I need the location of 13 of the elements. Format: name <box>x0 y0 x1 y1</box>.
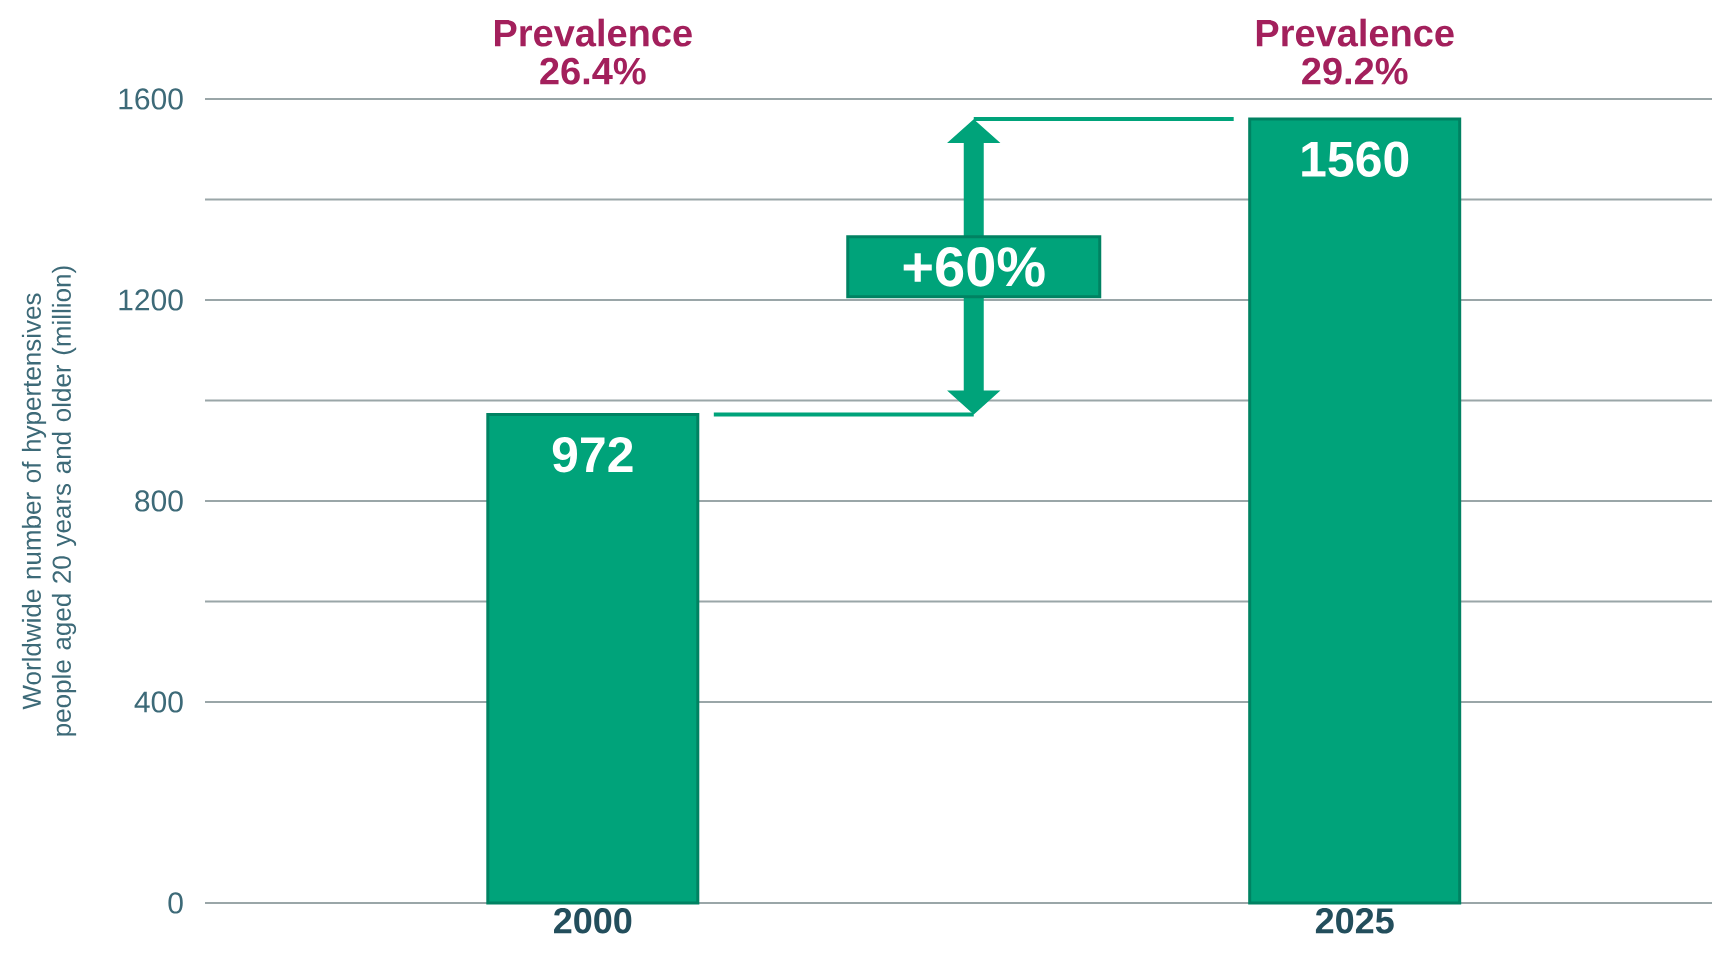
x-tick-label: 2000 <box>554 908 632 934</box>
y-tick-label: 0 <box>168 892 183 914</box>
text: Prevalence 29.2% <box>1256 18 1454 85</box>
y-tick-label: 400 <box>134 691 183 713</box>
data-label: 972 <box>552 436 633 473</box>
text: Prevalence 26.4% <box>494 18 692 85</box>
data-label: 1560 <box>1302 141 1409 177</box>
x-tick-label: 2025 <box>1315 908 1394 934</box>
y-axis-title: Worldwide number of hypertensives people aged 20 years and older (million) <box>21 266 77 736</box>
y-tick-label: 1200 <box>119 289 183 311</box>
annotation: +60% <box>903 247 1045 287</box>
y-tick-label: 1600 <box>119 88 183 110</box>
y-tick-label: 800 <box>135 490 183 512</box>
